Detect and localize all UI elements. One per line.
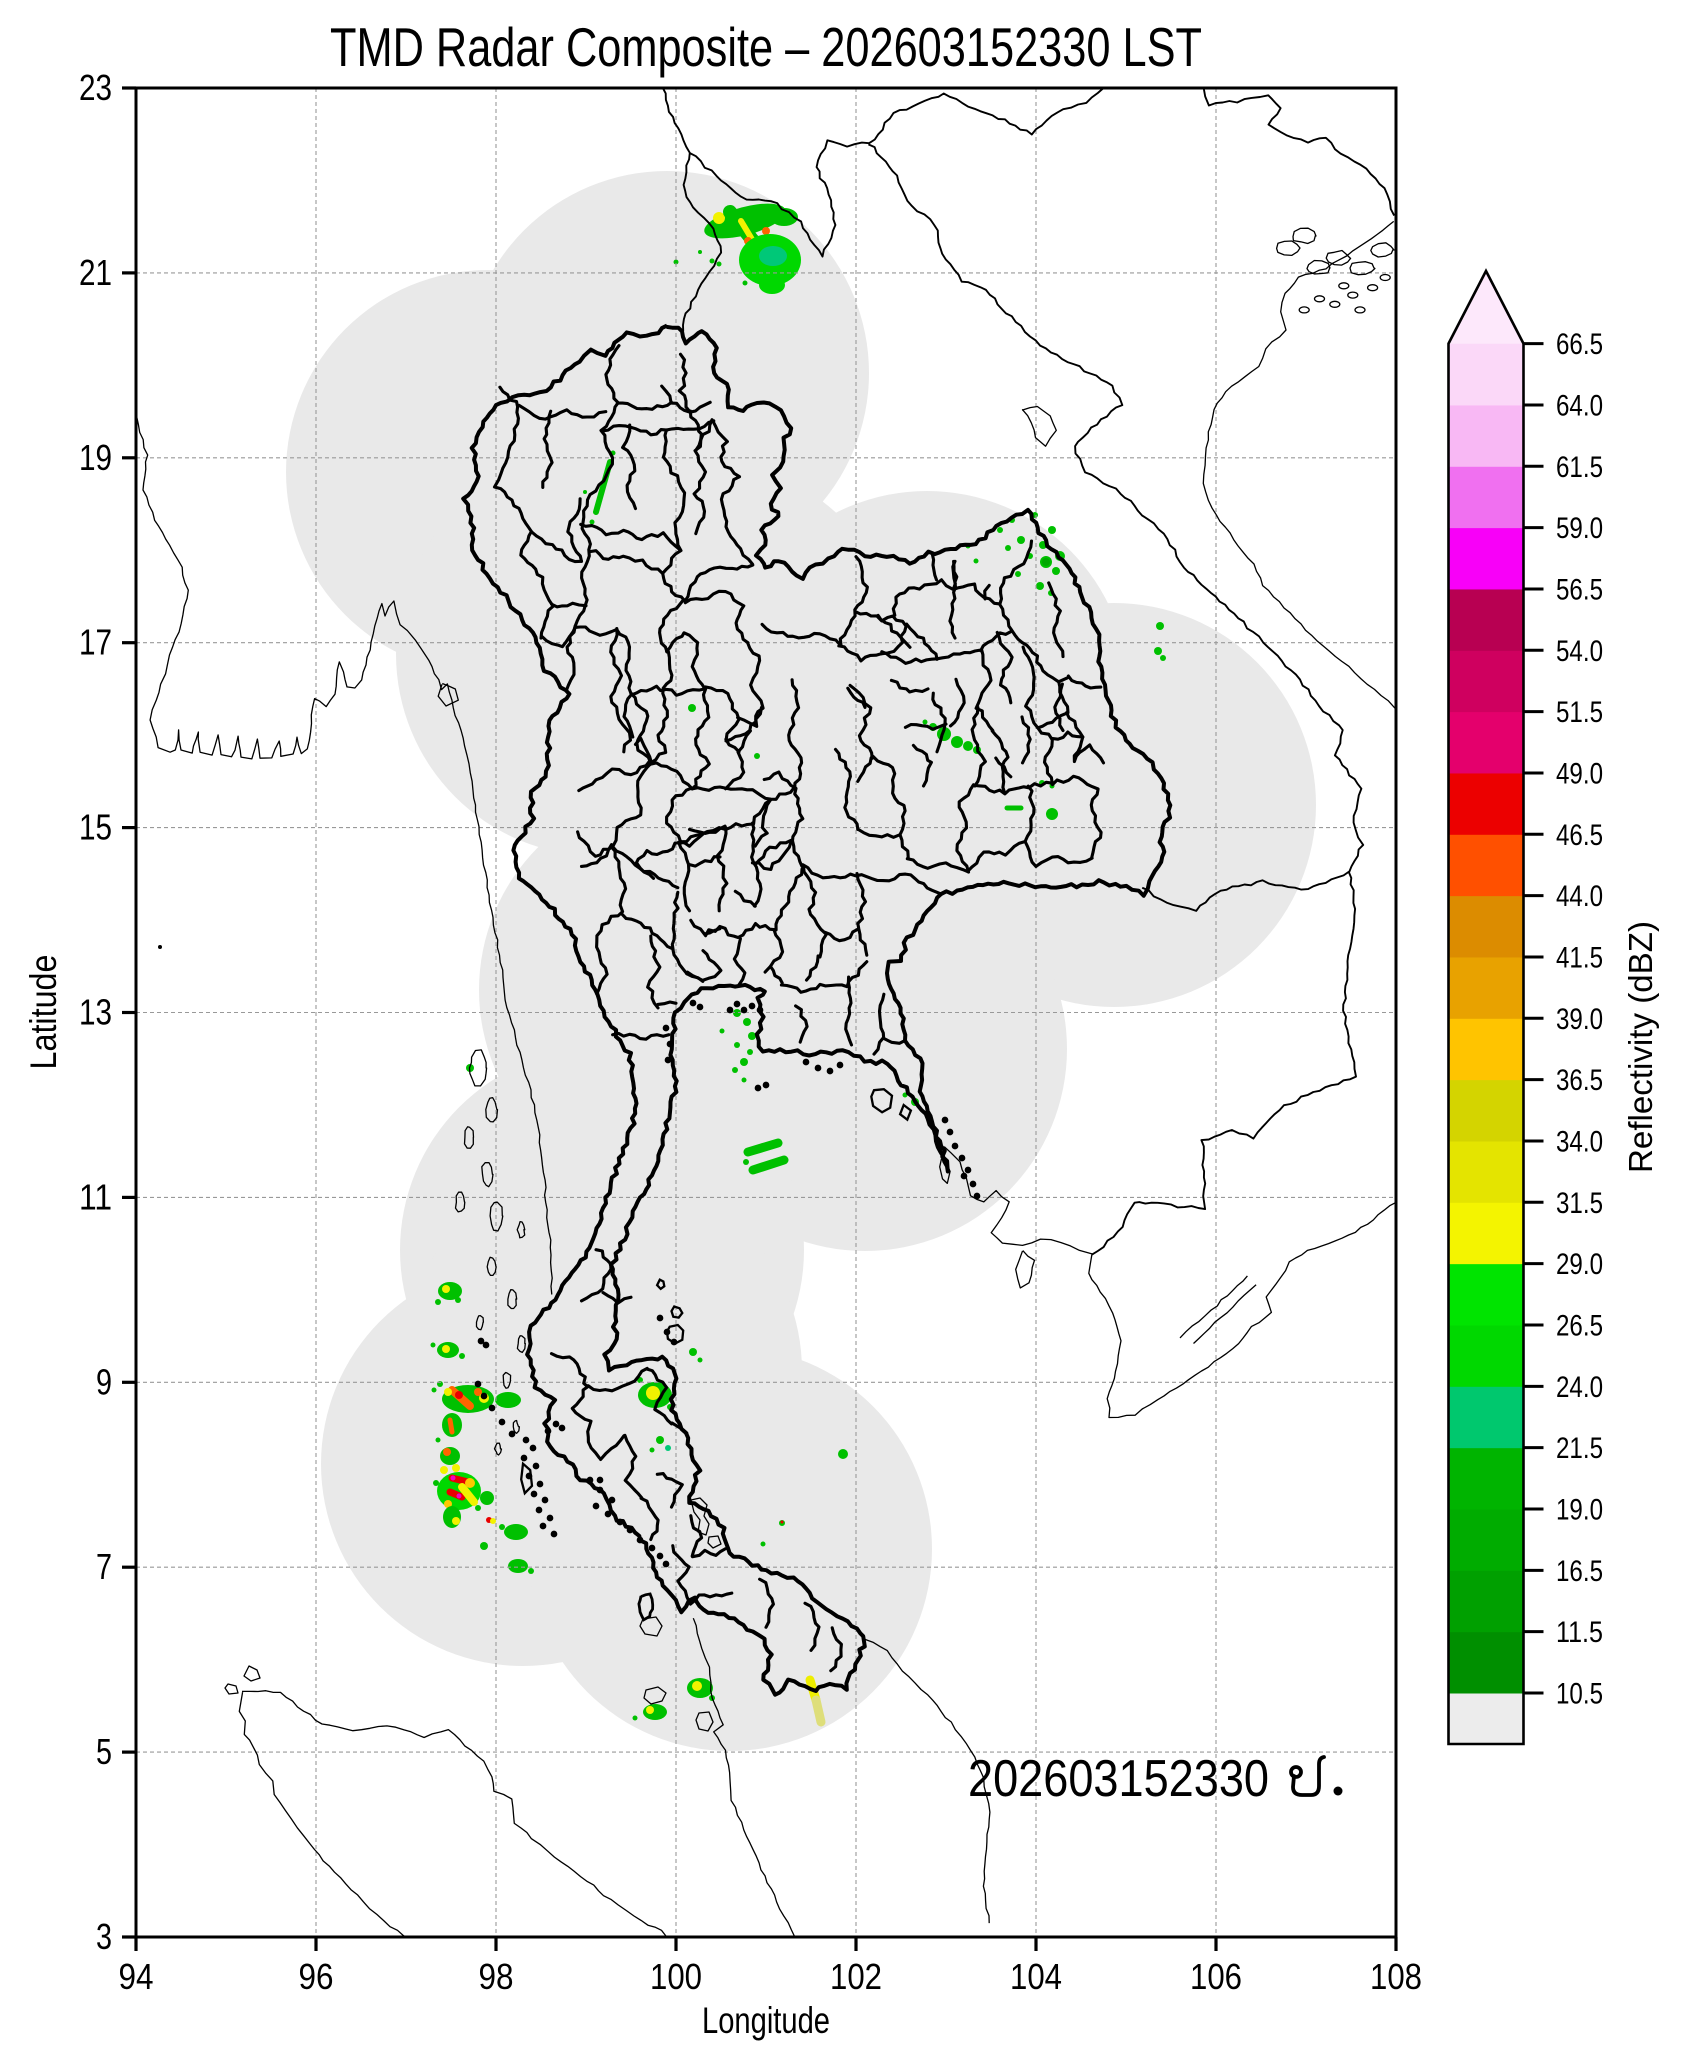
svg-text:39.0: 39.0 <box>1556 1003 1603 1036</box>
svg-text:Latitude: Latitude <box>23 955 64 1070</box>
svg-text:11: 11 <box>79 1176 112 1217</box>
svg-text:9: 9 <box>96 1361 112 1402</box>
svg-text:10.5: 10.5 <box>1556 1678 1603 1711</box>
svg-text:108: 108 <box>1370 1956 1422 1997</box>
svg-text:23: 23 <box>79 67 112 108</box>
svg-text:202603152330: 202603152330 <box>968 1750 1269 1808</box>
svg-text:44.0: 44.0 <box>1556 880 1603 913</box>
svg-text:61.5: 61.5 <box>1556 451 1603 484</box>
svg-text:19: 19 <box>79 437 112 478</box>
svg-text:19.0: 19.0 <box>1556 1494 1603 1527</box>
svg-text:16.5: 16.5 <box>1556 1555 1603 1588</box>
svg-text:96: 96 <box>299 1956 334 1997</box>
svg-text:100: 100 <box>650 1956 702 1997</box>
svg-text:64.0: 64.0 <box>1556 389 1603 422</box>
svg-text:36.5: 36.5 <box>1556 1064 1603 1097</box>
svg-text:56.5: 56.5 <box>1556 573 1603 606</box>
svg-text:5: 5 <box>96 1731 112 1772</box>
svg-text:102: 102 <box>830 1956 882 1997</box>
svg-text:31.5: 31.5 <box>1556 1187 1603 1220</box>
svg-text:15: 15 <box>79 807 112 848</box>
svg-text:104: 104 <box>1010 1956 1062 1997</box>
svg-text:11.5: 11.5 <box>1556 1616 1603 1649</box>
svg-text:13: 13 <box>79 992 112 1033</box>
svg-text:59.0: 59.0 <box>1556 512 1603 545</box>
svg-text:21: 21 <box>79 252 112 293</box>
svg-text:3: 3 <box>96 1916 112 1957</box>
svg-text:Reflectivity (dBZ): Reflectivity (dBZ) <box>1622 921 1659 1173</box>
svg-text:34.0: 34.0 <box>1556 1126 1603 1159</box>
svg-text:51.5: 51.5 <box>1556 696 1603 729</box>
svg-text:24.0: 24.0 <box>1556 1371 1603 1404</box>
svg-text:26.5: 26.5 <box>1556 1310 1603 1343</box>
svg-text:94: 94 <box>119 1956 154 1997</box>
svg-text:Longitude: Longitude <box>702 2000 830 2041</box>
svg-text:21.5: 21.5 <box>1556 1432 1603 1465</box>
svg-text:46.5: 46.5 <box>1556 819 1603 852</box>
svg-text:54.0: 54.0 <box>1556 635 1603 668</box>
svg-text:98: 98 <box>479 1956 514 1997</box>
svg-text:TMD Radar Composite – 20260315: TMD Radar Composite – 202603152330 LST <box>330 16 1202 78</box>
svg-text:49.0: 49.0 <box>1556 758 1603 791</box>
svg-text:66.5: 66.5 <box>1556 328 1603 361</box>
svg-text:29.0: 29.0 <box>1556 1248 1603 1281</box>
svg-text:17: 17 <box>79 622 112 663</box>
svg-text:41.5: 41.5 <box>1556 942 1603 975</box>
svg-text:106: 106 <box>1190 1956 1242 1997</box>
svg-text:7: 7 <box>96 1546 112 1587</box>
